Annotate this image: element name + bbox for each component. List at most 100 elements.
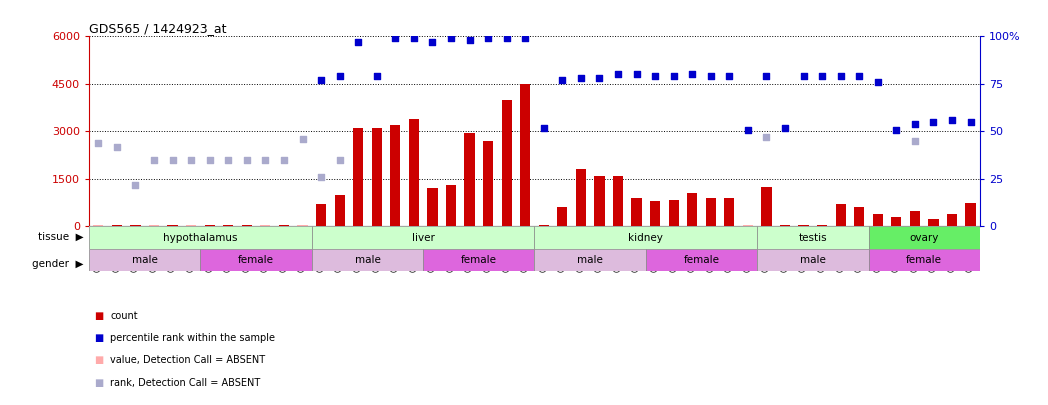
Bar xyxy=(757,249,869,271)
Point xyxy=(312,77,329,83)
Text: ■: ■ xyxy=(94,333,104,343)
Point xyxy=(350,39,367,45)
Point xyxy=(925,119,942,125)
Point xyxy=(702,73,719,80)
Point xyxy=(294,136,311,142)
Text: ■: ■ xyxy=(94,378,104,388)
Bar xyxy=(149,225,159,226)
Bar xyxy=(873,214,882,226)
Bar xyxy=(130,225,140,226)
Bar xyxy=(242,225,252,226)
Point xyxy=(554,77,571,83)
Bar xyxy=(93,225,104,226)
Point xyxy=(406,35,422,42)
Point xyxy=(424,39,441,45)
Bar xyxy=(817,225,827,226)
Point xyxy=(127,181,144,188)
Bar xyxy=(502,100,511,226)
Bar xyxy=(483,141,494,226)
Point xyxy=(758,73,774,80)
Bar xyxy=(534,226,757,249)
Text: percentile rank within the sample: percentile rank within the sample xyxy=(110,333,275,343)
Point xyxy=(813,73,830,80)
Point xyxy=(536,124,552,131)
Text: ■: ■ xyxy=(94,311,104,321)
Point xyxy=(461,37,478,43)
Point xyxy=(888,126,904,133)
Text: male: male xyxy=(132,255,157,265)
Text: kidney: kidney xyxy=(629,232,663,243)
Bar xyxy=(650,201,660,226)
Bar xyxy=(965,202,976,226)
Text: tissue  ▶: tissue ▶ xyxy=(38,232,84,242)
Point xyxy=(220,157,237,163)
Point xyxy=(146,157,162,163)
Bar xyxy=(910,211,920,226)
Point xyxy=(795,73,812,80)
Bar xyxy=(89,249,200,271)
Bar xyxy=(223,225,234,226)
Text: female: female xyxy=(683,255,720,265)
Point xyxy=(832,73,849,80)
Point xyxy=(312,174,329,180)
Bar xyxy=(428,188,437,226)
Bar xyxy=(89,226,312,249)
Text: male: male xyxy=(577,255,603,265)
Text: female: female xyxy=(461,255,497,265)
Point xyxy=(628,71,645,78)
Text: female: female xyxy=(238,255,275,265)
Bar xyxy=(869,249,980,271)
Bar xyxy=(558,207,567,226)
Bar xyxy=(168,225,178,226)
Bar xyxy=(298,225,308,226)
Point xyxy=(684,71,701,78)
Bar xyxy=(187,225,196,226)
Bar xyxy=(390,125,400,226)
Point xyxy=(182,157,199,163)
Text: ovary: ovary xyxy=(910,232,939,243)
Bar xyxy=(947,214,957,226)
Point xyxy=(907,121,923,127)
Bar xyxy=(835,204,846,226)
Point xyxy=(962,119,979,125)
Bar xyxy=(632,198,641,226)
Bar xyxy=(539,225,549,226)
Text: gender  ▶: gender ▶ xyxy=(32,259,84,269)
Bar xyxy=(279,225,289,226)
Point xyxy=(740,126,757,133)
Bar xyxy=(315,204,326,226)
Bar xyxy=(409,119,419,226)
Point xyxy=(90,140,107,146)
Point xyxy=(665,73,682,80)
Bar xyxy=(520,84,530,226)
Bar xyxy=(799,225,809,226)
Bar xyxy=(112,225,122,226)
Bar xyxy=(464,133,475,226)
Point xyxy=(758,134,774,141)
Point xyxy=(387,35,403,42)
Text: female: female xyxy=(907,255,942,265)
Bar xyxy=(613,176,624,226)
Point xyxy=(331,73,348,80)
Bar xyxy=(761,187,771,226)
Bar xyxy=(743,225,754,226)
Point xyxy=(647,73,663,80)
Bar xyxy=(869,226,980,249)
Point xyxy=(721,73,738,80)
Bar xyxy=(780,225,790,226)
Point xyxy=(331,157,348,163)
Point xyxy=(109,143,126,150)
Point xyxy=(276,157,292,163)
Bar xyxy=(854,207,865,226)
Point xyxy=(239,157,256,163)
Bar xyxy=(334,195,345,226)
Bar xyxy=(534,249,646,271)
Point xyxy=(442,35,459,42)
Text: liver: liver xyxy=(412,232,435,243)
Point xyxy=(572,75,589,81)
Bar xyxy=(204,225,215,226)
Text: hypothalamus: hypothalamus xyxy=(163,232,238,243)
Bar xyxy=(687,193,697,226)
Point xyxy=(498,35,515,42)
Bar xyxy=(423,249,534,271)
